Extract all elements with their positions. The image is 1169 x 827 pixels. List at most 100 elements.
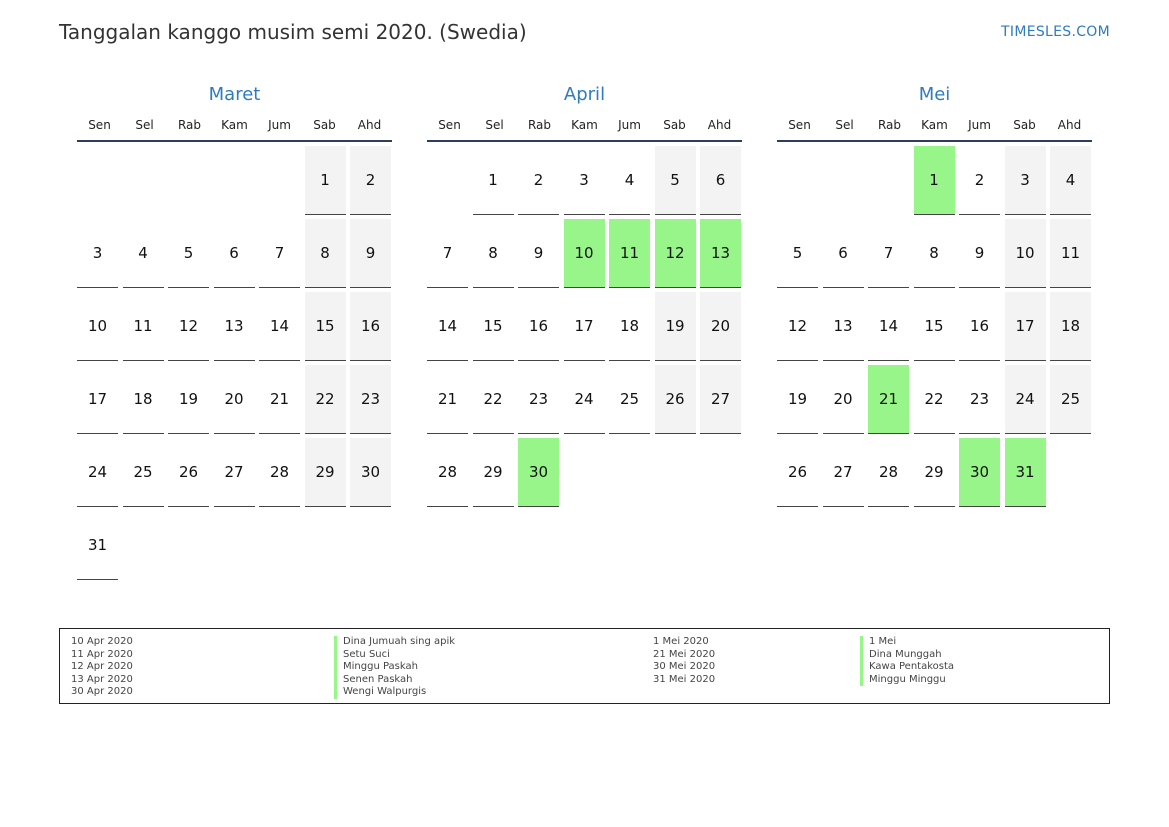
day-cell[interactable]: 27 [700,365,741,434]
day-cell[interactable]: 15 [472,292,514,361]
day-cell[interactable]: 19 [168,365,209,434]
day-cell[interactable]: 24 [563,365,605,434]
day-cell[interactable]: 14 [427,292,468,361]
day-cell[interactable]: 28 [427,438,468,507]
day-cell[interactable]: 7 [259,219,300,288]
day-cell[interactable]: 6 [213,219,255,288]
day-cell[interactable]: 25 [122,438,164,507]
day-cell[interactable]: 17 [563,292,605,361]
holiday-day-cell[interactable]: 21 [868,365,909,434]
day-cell[interactable]: 18 [122,365,164,434]
month-title: Mei [918,84,951,105]
day-cell[interactable]: 17 [77,365,118,434]
day-cell[interactable]: 9 [350,219,391,288]
day-cell[interactable]: 19 [777,365,818,434]
day-cell[interactable]: 1 [304,146,346,215]
day-cell[interactable]: 27 [822,438,864,507]
day-cell[interactable]: 25 [1050,365,1091,434]
day-cell[interactable]: 15 [913,292,955,361]
weekday-label: Jum [268,118,291,132]
day-cell[interactable]: 7 [868,219,909,288]
legend-holiday-name: Minggu Paskah [334,661,455,674]
day-cell[interactable]: 27 [213,438,255,507]
day-cell[interactable]: 21 [427,365,468,434]
day-cell[interactable]: 26 [777,438,818,507]
day-cell[interactable]: 22 [304,365,346,434]
day-cell[interactable]: 22 [913,365,955,434]
day-cell[interactable]: 30 [350,438,391,507]
day-cell[interactable]: 16 [518,292,559,361]
site-brand-link[interactable]: TIMESLES.COM [1001,24,1110,40]
day-cell[interactable]: 10 [1004,219,1046,288]
day-cell[interactable]: 21 [259,365,300,434]
day-cell[interactable]: 2 [350,146,391,215]
day-cell[interactable]: 20 [700,292,741,361]
day-cell[interactable]: 28 [868,438,909,507]
day-cell[interactable]: 8 [913,219,955,288]
day-cell[interactable]: 7 [427,219,468,288]
holiday-day-cell[interactable]: 11 [609,219,650,288]
holiday-day-cell[interactable]: 1 [913,146,955,215]
holiday-day-cell[interactable]: 31 [1004,438,1046,507]
day-cell[interactable]: 3 [1004,146,1046,215]
day-cell[interactable]: 5 [654,146,696,215]
day-cell[interactable]: 1 [472,146,514,215]
holiday-day-cell[interactable]: 10 [563,219,605,288]
day-cell[interactable]: 3 [77,219,118,288]
holiday-day-cell[interactable]: 12 [654,219,696,288]
day-cell[interactable]: 29 [913,438,955,507]
day-cell[interactable]: 6 [700,146,741,215]
day-cell[interactable]: 23 [350,365,391,434]
day-cell[interactable]: 26 [168,438,209,507]
day-cell[interactable]: 29 [472,438,514,507]
day-cell[interactable]: 24 [1004,365,1046,434]
day-cell[interactable]: 5 [168,219,209,288]
day-cell[interactable]: 13 [213,292,255,361]
day-cell[interactable]: 8 [472,219,514,288]
day-cell[interactable]: 25 [609,365,650,434]
day-cell[interactable]: 20 [822,365,864,434]
holiday-legend: 10 Apr 2020 11 Apr 2020 12 Apr 2020 13 Apr … [59,628,1110,704]
holiday-day-cell[interactable]: 30 [518,438,559,507]
day-cell[interactable]: 16 [350,292,391,361]
day-cell[interactable]: 3 [563,146,605,215]
day-cell[interactable]: 19 [654,292,696,361]
day-cell[interactable]: 18 [609,292,650,361]
day-cell[interactable]: 4 [1050,146,1091,215]
day-cell[interactable]: 12 [777,292,818,361]
day-cell[interactable]: 4 [609,146,650,215]
day-cell[interactable]: 8 [304,219,346,288]
weekday-label: Sen [88,118,111,132]
day-cell[interactable]: 23 [518,365,559,434]
day-cell[interactable]: 13 [822,292,864,361]
day-cell[interactable]: 6 [822,219,864,288]
day-cell[interactable]: 14 [259,292,300,361]
day-cell[interactable]: 4 [122,219,164,288]
day-cell[interactable]: 2 [518,146,559,215]
weekday-label: Ahd [1057,118,1082,132]
day-cell[interactable]: 9 [518,219,559,288]
day-cell[interactable]: 11 [122,292,164,361]
day-cell[interactable]: 9 [959,219,1000,288]
day-cell[interactable]: 22 [472,365,514,434]
day-cell[interactable]: 20 [213,365,255,434]
holiday-day-cell[interactable]: 13 [700,219,741,288]
day-cell[interactable]: 24 [77,438,118,507]
day-cell[interactable]: 15 [304,292,346,361]
day-cell[interactable]: 11 [1050,219,1091,288]
day-cell[interactable]: 31 [77,511,118,580]
day-cell[interactable]: 12 [168,292,209,361]
legend-holiday-date: 1 Mei 2020 [653,636,709,647]
day-cell[interactable]: 28 [259,438,300,507]
day-cell[interactable]: 16 [959,292,1000,361]
day-cell[interactable]: 18 [1050,292,1091,361]
holiday-day-cell[interactable]: 30 [959,438,1000,507]
day-cell[interactable]: 14 [868,292,909,361]
day-cell[interactable]: 26 [654,365,696,434]
day-cell[interactable]: 5 [777,219,818,288]
day-cell[interactable]: 29 [304,438,346,507]
day-cell[interactable]: 23 [959,365,1000,434]
day-cell[interactable]: 2 [959,146,1000,215]
day-cell[interactable]: 17 [1004,292,1046,361]
day-cell[interactable]: 10 [77,292,118,361]
